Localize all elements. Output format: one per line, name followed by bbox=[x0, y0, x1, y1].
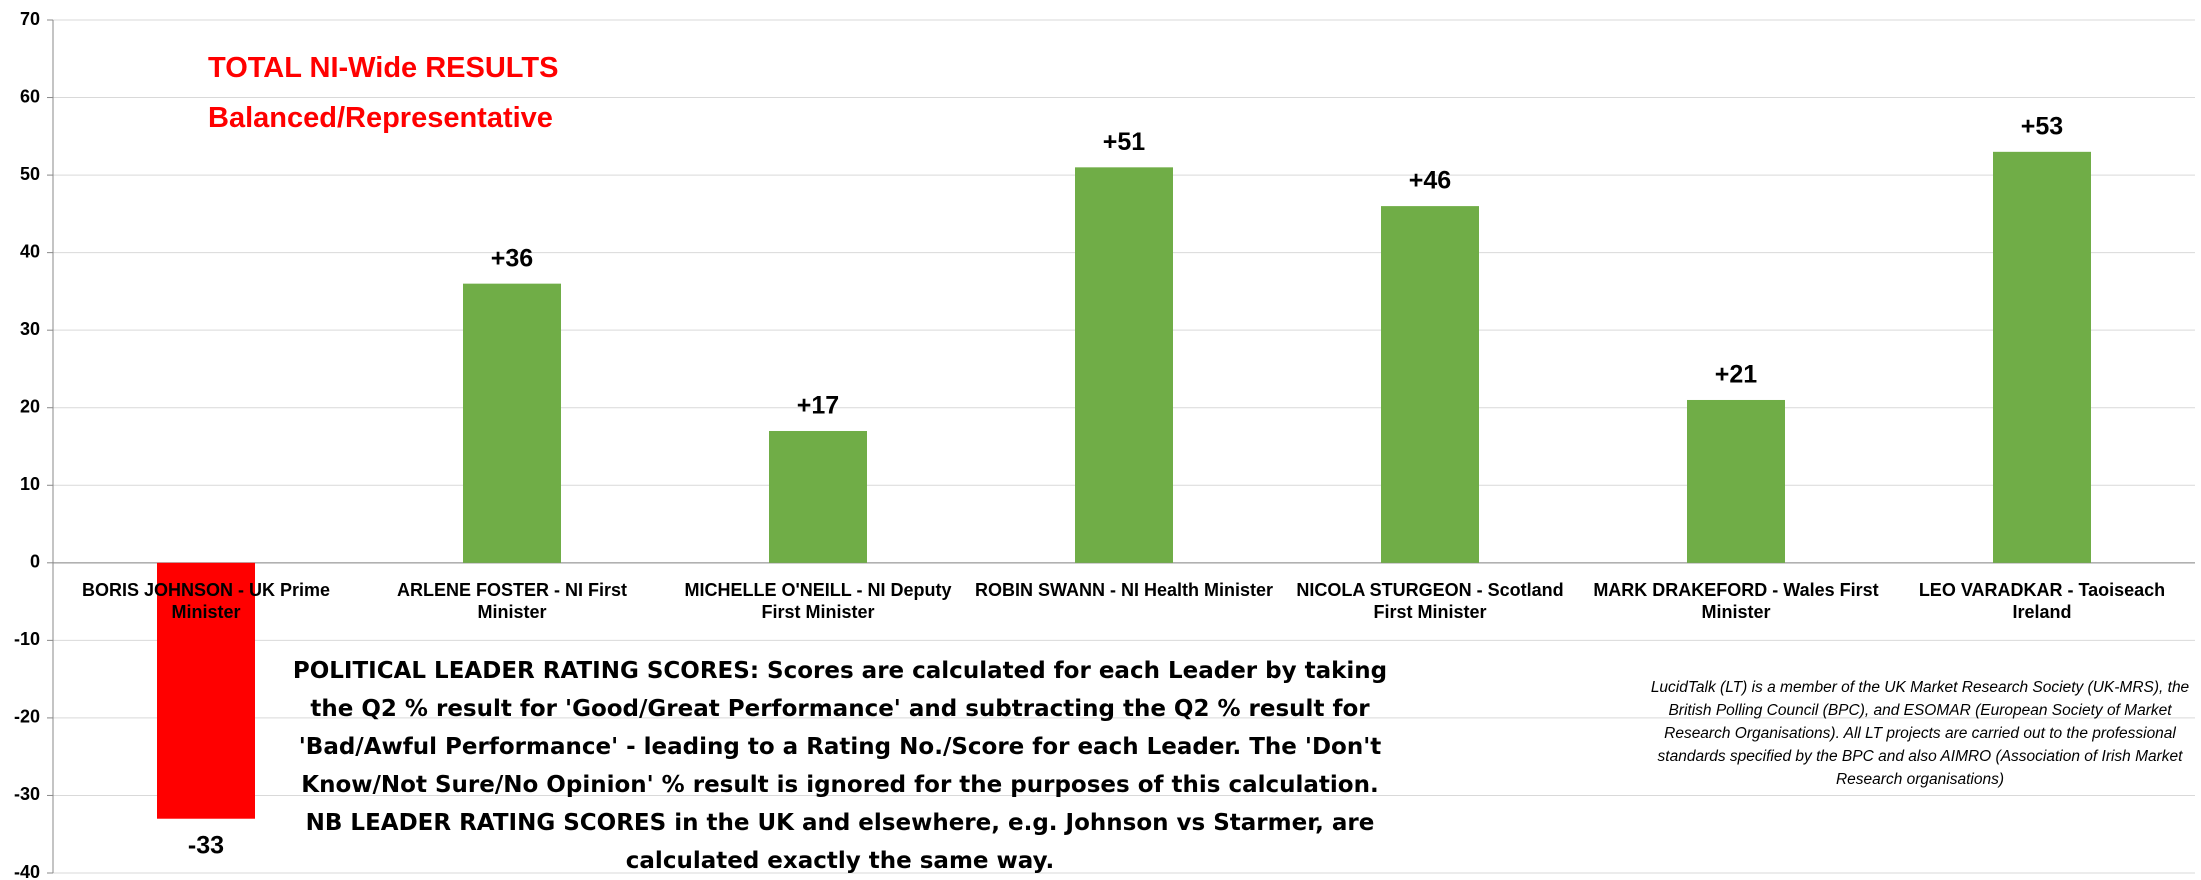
annotation: POLITICAL LEADER RATING SCORES: Scores a… bbox=[292, 658, 1388, 874]
x-tick-label: ROBIN SWANN - NI Health Minister bbox=[974, 579, 1274, 600]
y-tick-label: -10 bbox=[14, 629, 40, 649]
chart-subtitle: Balanced/Representative bbox=[208, 102, 553, 134]
footnote: LucidTalk (LT) is a member of the UK Mar… bbox=[1650, 679, 2190, 788]
bar bbox=[1381, 206, 1479, 563]
bar bbox=[1687, 399, 1785, 563]
value-label: +46 bbox=[1409, 167, 1451, 195]
bar bbox=[769, 430, 867, 563]
bar bbox=[1075, 167, 1173, 563]
bar bbox=[463, 283, 561, 563]
x-tick-label: LEO VARADKAR - Taoiseach Ireland bbox=[1918, 579, 2166, 622]
y-tick-label: 0 bbox=[30, 552, 40, 572]
y-tick-label: 40 bbox=[20, 241, 40, 261]
y-tick-label: -20 bbox=[14, 707, 40, 727]
y-tick-label: 60 bbox=[20, 86, 40, 106]
y-tick-label: 30 bbox=[20, 319, 40, 339]
value-label: +21 bbox=[1715, 361, 1758, 389]
x-tick-label: NICOLA STURGEON - Scotland First Ministe… bbox=[1296, 579, 1564, 622]
value-label: +51 bbox=[1103, 128, 1146, 156]
bar bbox=[1993, 151, 2091, 563]
x-tick-label: BORIS JOHNSON - UK Prime Minister bbox=[81, 579, 331, 622]
y-tick-label: -30 bbox=[14, 784, 40, 804]
y-tick-label: -40 bbox=[14, 862, 40, 880]
x-tick-label: ARLENE FOSTER - NI First Minister bbox=[396, 579, 627, 622]
y-tick-label: 20 bbox=[20, 396, 40, 416]
chart-title: TOTAL NI-Wide RESULTS bbox=[208, 52, 559, 84]
y-tick-label: 70 bbox=[20, 9, 40, 29]
y-tick-label: 10 bbox=[20, 474, 40, 494]
value-label: +53 bbox=[2021, 112, 2063, 140]
value-label: +36 bbox=[491, 244, 533, 272]
x-tick-label: MICHELLE O'NEILL - NI Deputy First Minis… bbox=[684, 579, 952, 622]
x-tick-label: MARK DRAKEFORD - Wales First Minister bbox=[1593, 579, 1879, 622]
y-tick-label: 50 bbox=[20, 164, 40, 184]
value-label: -33 bbox=[188, 831, 224, 859]
value-label: +17 bbox=[797, 392, 839, 420]
bar bbox=[157, 562, 255, 819]
